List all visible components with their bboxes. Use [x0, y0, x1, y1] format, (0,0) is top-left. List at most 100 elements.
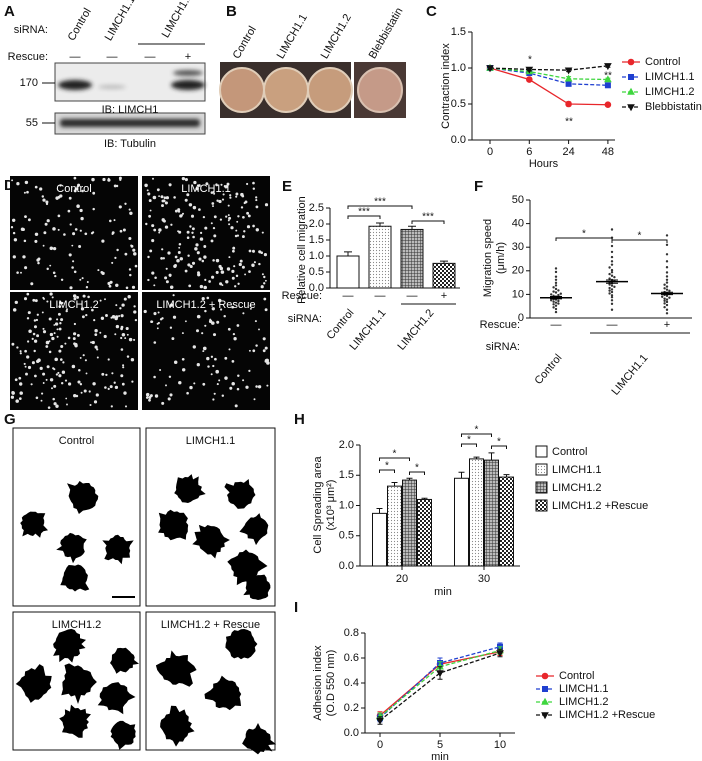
series-line — [489, 65, 608, 71]
nucleus — [85, 286, 89, 289]
nucleus — [31, 337, 34, 341]
nucleus — [237, 215, 240, 218]
data-point — [663, 302, 666, 305]
data-point — [613, 275, 616, 279]
nucleus — [226, 182, 230, 186]
data-point — [604, 63, 612, 71]
nucleus — [73, 322, 77, 326]
data-point — [665, 312, 669, 315]
x-tick-label: 0 — [377, 739, 383, 751]
nucleus — [212, 333, 217, 337]
data-point — [608, 292, 611, 295]
cell — [67, 481, 99, 514]
nucleus — [54, 322, 59, 326]
nucleus — [48, 350, 52, 354]
nucleus — [208, 280, 211, 283]
data-point — [565, 100, 572, 108]
nucleus — [255, 344, 258, 347]
data-point — [552, 303, 555, 306]
nucleus — [71, 364, 76, 369]
nucleus — [97, 269, 100, 272]
nucleus — [115, 184, 119, 188]
nucleus — [79, 208, 83, 213]
nucleus — [67, 209, 71, 213]
nucleus — [79, 278, 82, 281]
data-point — [552, 286, 555, 289]
nucleus — [187, 254, 190, 257]
nucleus — [23, 297, 28, 301]
nucleus — [162, 219, 166, 223]
nucleus — [49, 292, 53, 296]
nucleus — [34, 232, 39, 237]
nucleus — [167, 397, 171, 401]
nucleus — [42, 330, 47, 334]
nucleus — [119, 178, 122, 181]
data-point — [608, 277, 611, 280]
nucleus — [65, 397, 68, 400]
nucleus — [92, 382, 96, 386]
nucleus — [82, 294, 86, 298]
x-tick-label: 5 — [437, 739, 443, 751]
data-point — [663, 299, 666, 302]
image-label: Control — [59, 435, 94, 447]
rescue-mark: — — [551, 319, 562, 331]
nucleus — [115, 283, 119, 288]
cell — [15, 664, 52, 703]
nucleus — [24, 365, 27, 368]
nucleus — [26, 340, 30, 343]
nucleus — [120, 336, 123, 340]
y-axis-label: Migration speed — [482, 219, 494, 297]
nucleus — [46, 219, 50, 223]
significance-bracket — [461, 443, 477, 447]
nucleus — [201, 297, 205, 301]
nucleus — [84, 232, 88, 236]
nucleus — [151, 239, 155, 243]
data-point — [554, 287, 558, 291]
nucleus — [167, 251, 171, 255]
nucleus — [87, 295, 90, 299]
nucleus — [96, 348, 99, 351]
nucleus — [35, 318, 39, 322]
legend-swatch — [535, 463, 548, 476]
nucleus — [58, 349, 62, 353]
nucleus — [252, 349, 256, 353]
data-point — [525, 66, 534, 74]
nucleus — [45, 200, 49, 204]
series-line — [379, 646, 501, 719]
data-point — [663, 283, 666, 286]
nucleus — [103, 334, 107, 339]
nucleus — [120, 314, 124, 318]
nucleus — [132, 248, 136, 252]
legend-swatch — [535, 481, 548, 494]
nucleus — [104, 298, 106, 301]
nucleus — [266, 384, 269, 387]
nucleus — [78, 245, 82, 248]
nucleus — [196, 251, 200, 255]
nucleus — [154, 394, 159, 398]
nucleus — [255, 205, 259, 209]
nucleus — [263, 297, 267, 301]
nucleus — [196, 363, 200, 367]
nucleus — [249, 305, 252, 307]
nucleus — [11, 179, 14, 182]
nucleus — [80, 216, 84, 221]
nucleus — [179, 214, 183, 218]
data-point — [554, 278, 558, 281]
nucleus — [75, 187, 79, 191]
legend-label: LIMCH1.1 — [552, 464, 602, 476]
nucleus — [220, 270, 225, 274]
nucleus — [211, 307, 215, 311]
nucleus — [49, 332, 54, 337]
significance-label: ** — [565, 117, 573, 128]
error-bar — [606, 279, 618, 284]
nucleus — [41, 311, 44, 314]
nucleus — [202, 347, 206, 350]
x-tick-label: 6 — [526, 146, 532, 158]
data-point — [665, 298, 669, 301]
data-point — [610, 271, 614, 274]
data-point — [554, 291, 558, 294]
nucleus — [66, 403, 68, 406]
nucleus — [81, 189, 84, 193]
nucleus — [122, 366, 125, 369]
